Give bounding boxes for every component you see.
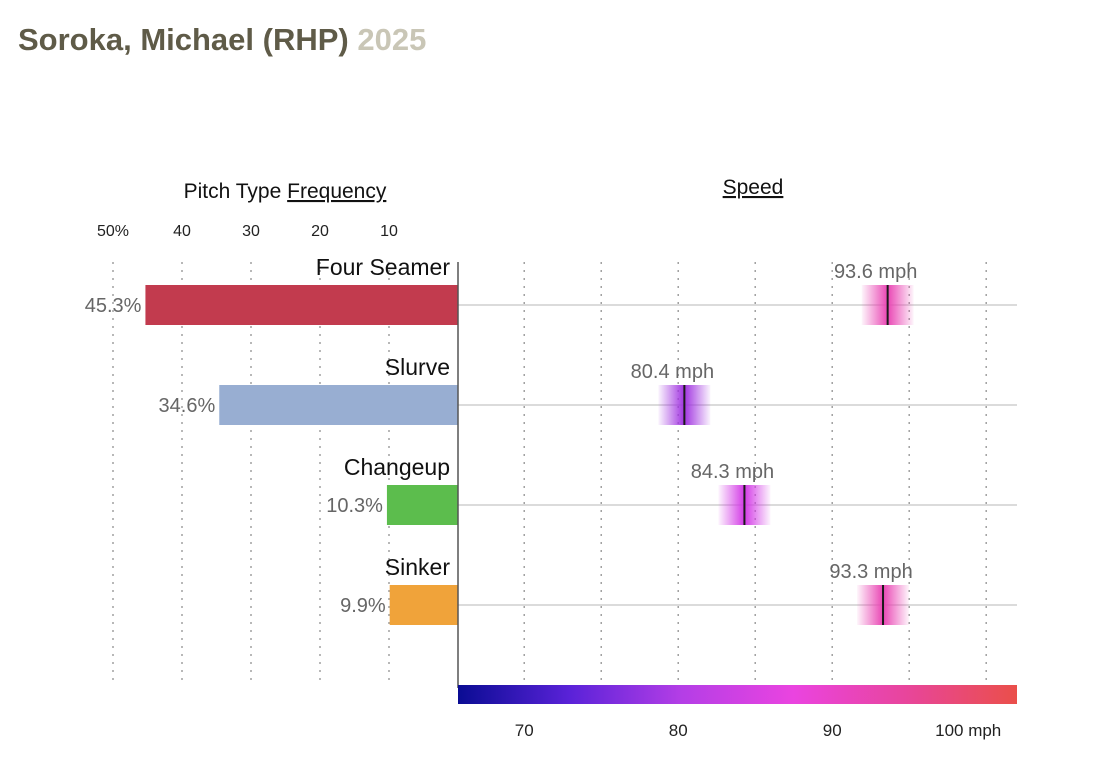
- speed-tick-label: 80: [669, 721, 688, 740]
- frequency-tick-label: 20: [311, 223, 329, 240]
- frequency-bar: [389, 585, 458, 625]
- pitch-type-label: Changeup: [344, 454, 450, 480]
- pitch-type-label: Four Seamer: [316, 254, 451, 280]
- frequency-value-label: 10.3%: [326, 495, 383, 517]
- frequency-bar: [386, 485, 458, 525]
- speed-colorscale: [458, 685, 1017, 704]
- speed-value-label: 93.3 mph: [829, 561, 912, 583]
- speed-tick-label: 90: [823, 721, 842, 740]
- frequency-tick-label: 50%: [97, 223, 129, 240]
- chart-title: Soroka, Michael (RHP) 2025: [18, 22, 426, 58]
- frequency-bar: [145, 285, 458, 325]
- frequency-tick-label: 30: [242, 223, 260, 240]
- season-year: 2025: [357, 22, 427, 57]
- speed-tick-label: 100 mph: [935, 721, 1001, 740]
- speed-value-label: 84.3 mph: [691, 461, 774, 483]
- pitch-type-label: Slurve: [385, 354, 450, 380]
- frequency-tick-label: 10: [380, 223, 398, 240]
- frequency-value-label: 9.9%: [340, 595, 386, 617]
- speed-tick-label: 70: [515, 721, 534, 740]
- frequency-tick-label: 40: [173, 223, 191, 240]
- frequency-value-label: 34.6%: [159, 395, 216, 417]
- frequency-bar: [219, 385, 458, 425]
- pitch-type-label: Sinker: [385, 554, 451, 580]
- player-name: Soroka, Michael (RHP): [18, 22, 349, 57]
- frequency-value-label: 45.3%: [85, 295, 142, 317]
- frequency-panel-title: Pitch Type Frequency: [184, 180, 387, 203]
- speed-value-label: 93.6 mph: [834, 261, 917, 283]
- speed-value-label: 80.4 mph: [631, 361, 714, 383]
- speed-panel-title[interactable]: Speed: [723, 176, 784, 199]
- frequency-link[interactable]: Frequency: [287, 180, 387, 203]
